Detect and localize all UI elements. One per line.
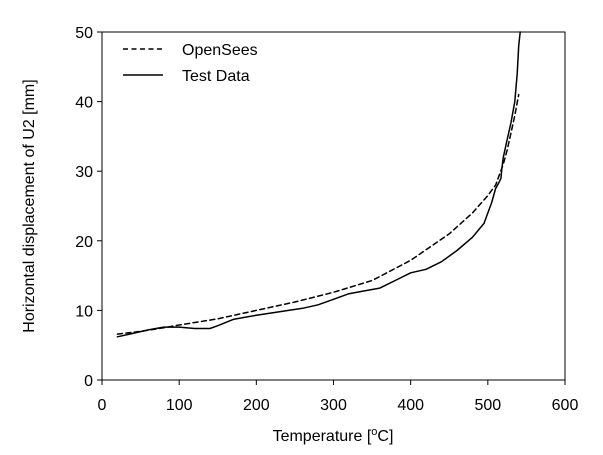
y-tick-label: 50: [75, 25, 93, 42]
x-axis-title-main: Temperature [: [273, 428, 372, 445]
x-tick-label: 0: [98, 397, 107, 414]
legend-label-opensees: OpenSees: [182, 42, 258, 59]
x-tick-label: 400: [397, 397, 424, 414]
x-axis-ticks: 0 100 200 300 400 500 600: [98, 380, 579, 414]
x-axis-title: Temperature [oC]: [273, 426, 394, 445]
y-tick-label: 10: [75, 303, 93, 320]
y-axis-title: Horizontal displacement of U2 [mm]: [21, 79, 38, 332]
x-axis-title-unit: C]: [377, 428, 393, 445]
y-tick-label: 0: [84, 373, 93, 390]
y-tick-label: 20: [75, 234, 93, 251]
series-line-test-data: [116, 31, 521, 338]
y-tick-label: 40: [75, 95, 93, 112]
legend-label-test-data: Test Data: [182, 68, 250, 85]
x-tick-label: 600: [552, 397, 579, 414]
y-axis-ticks: 0 10 20 30 40 50: [75, 25, 102, 390]
x-tick-label: 300: [320, 397, 347, 414]
x-tick-label: 200: [243, 397, 270, 414]
y-tick-label: 30: [75, 164, 93, 181]
series-layer: [116, 31, 521, 338]
legend: OpenSees Test Data: [123, 42, 258, 85]
x-tick-label: 500: [474, 397, 501, 414]
x-tick-label: 100: [166, 397, 193, 414]
x-axis-title-degree: o: [371, 426, 377, 438]
series-line-opensees: [116, 93, 520, 335]
